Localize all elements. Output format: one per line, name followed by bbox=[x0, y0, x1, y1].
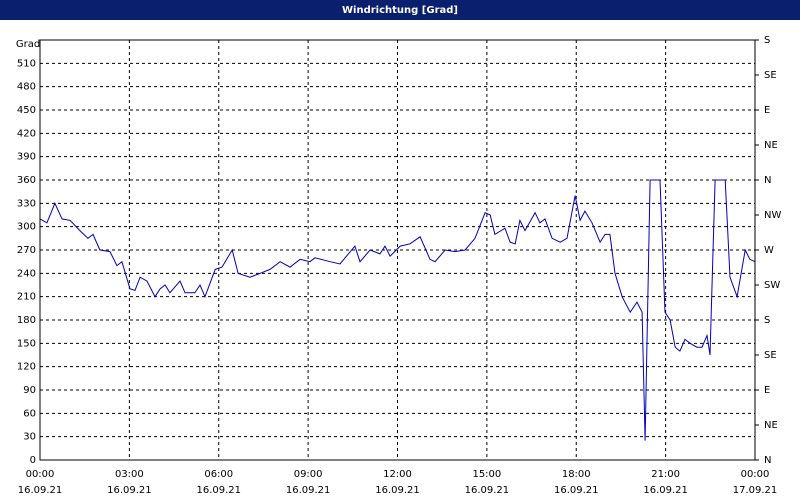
y-tick-label: 300 bbox=[17, 222, 36, 233]
data-line bbox=[39, 179, 756, 441]
x-tick-date: 16.09.21 bbox=[18, 485, 63, 496]
y2-tick-label: S bbox=[764, 315, 770, 326]
y-tick-label: 510 bbox=[17, 58, 36, 69]
y2-tick-label: SW bbox=[764, 280, 780, 291]
y-tick-label: 90 bbox=[23, 385, 36, 396]
x-tick-label: 00:00 bbox=[741, 469, 770, 480]
y-axis-label: Grad bbox=[16, 39, 40, 50]
y2-tick-label: SE bbox=[764, 70, 777, 81]
x-tick-date: 16.09.21 bbox=[375, 485, 420, 496]
y2-tick-label: N bbox=[764, 455, 771, 466]
y-tick-label: 120 bbox=[17, 362, 36, 373]
y2-tick-label: S bbox=[764, 35, 770, 46]
y-tick-label: 60 bbox=[23, 408, 36, 419]
x-tick-label: 09:00 bbox=[294, 469, 323, 480]
y-tick-label: 420 bbox=[17, 128, 36, 139]
x-tick-label: 06:00 bbox=[204, 469, 233, 480]
y-tick-label: 210 bbox=[17, 292, 36, 303]
x-tick-date: 16.09.21 bbox=[643, 485, 688, 496]
y-tick-label: 480 bbox=[17, 82, 36, 93]
x-tick-date: 16.09.21 bbox=[465, 485, 510, 496]
title-bar bbox=[0, 0, 800, 20]
x-tick-date: 16.09.21 bbox=[107, 485, 152, 496]
x-tick-date: 16.09.21 bbox=[286, 485, 331, 496]
y-tick-label: 450 bbox=[17, 105, 36, 116]
y2-tick-label: E bbox=[764, 105, 770, 116]
y2-tick-label: SE bbox=[764, 350, 777, 361]
chart-title: Windrichtung [Grad] bbox=[342, 5, 458, 16]
x-tick-date: 16.09.21 bbox=[196, 485, 241, 496]
y-tick-label: 390 bbox=[17, 152, 36, 163]
x-tick-label: 03:00 bbox=[115, 469, 144, 480]
y-tick-label: 180 bbox=[17, 315, 36, 326]
y2-tick-label: N bbox=[764, 175, 771, 186]
y2-tick-label: NW bbox=[764, 210, 781, 221]
y2-tick-label: E bbox=[764, 385, 770, 396]
x-tick-label: 15:00 bbox=[472, 469, 501, 480]
y-tick-label: 30 bbox=[23, 432, 36, 443]
y-tick-label: 240 bbox=[17, 268, 36, 279]
y2-tick-label: W bbox=[764, 245, 774, 256]
y2-tick-label: NE bbox=[764, 140, 778, 151]
x-tick-label: 12:00 bbox=[383, 469, 412, 480]
y-tick-label: 360 bbox=[17, 175, 36, 186]
x-tick-label: 00:00 bbox=[26, 469, 55, 480]
y-tick-label: 330 bbox=[17, 198, 36, 209]
y-tick-label: 0 bbox=[30, 455, 36, 466]
y-tick-label: 150 bbox=[17, 338, 36, 349]
x-tick-label: 21:00 bbox=[651, 469, 680, 480]
y-tick-label: 270 bbox=[17, 245, 36, 256]
x-tick-date: 17.09.21 bbox=[733, 485, 778, 496]
x-tick-label: 18:00 bbox=[562, 469, 591, 480]
x-tick-date: 16.09.21 bbox=[554, 485, 599, 496]
y2-tick-label: NE bbox=[764, 420, 778, 431]
